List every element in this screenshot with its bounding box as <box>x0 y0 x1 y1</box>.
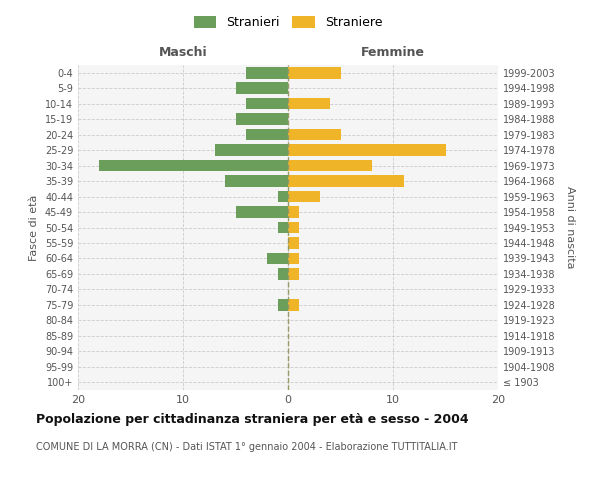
Bar <box>277 268 288 280</box>
Bar <box>235 82 288 94</box>
Bar <box>267 252 288 264</box>
Bar <box>246 67 288 78</box>
Bar <box>288 144 445 156</box>
Bar <box>246 129 288 140</box>
Bar <box>277 190 288 202</box>
Bar <box>225 176 288 187</box>
Bar <box>235 114 288 125</box>
Text: Maschi: Maschi <box>158 46 208 59</box>
Text: Femmine: Femmine <box>361 46 425 59</box>
Bar <box>288 237 299 249</box>
Bar <box>246 98 288 110</box>
Y-axis label: Anni di nascita: Anni di nascita <box>565 186 575 269</box>
Text: Popolazione per cittadinanza straniera per età e sesso - 2004: Popolazione per cittadinanza straniera p… <box>36 412 469 426</box>
Bar <box>288 176 404 187</box>
Bar <box>288 190 320 202</box>
Legend: Stranieri, Straniere: Stranieri, Straniere <box>189 11 387 34</box>
Bar <box>99 160 288 172</box>
Bar <box>288 252 299 264</box>
Bar <box>277 222 288 234</box>
Bar <box>277 299 288 310</box>
Text: COMUNE DI LA MORRA (CN) - Dati ISTAT 1° gennaio 2004 - Elaborazione TUTTITALIA.I: COMUNE DI LA MORRA (CN) - Dati ISTAT 1° … <box>36 442 458 452</box>
Y-axis label: Fasce di età: Fasce di età <box>29 194 39 260</box>
Bar <box>288 268 299 280</box>
Bar <box>288 222 299 234</box>
Bar <box>288 299 299 310</box>
Bar <box>235 206 288 218</box>
Bar <box>215 144 288 156</box>
Bar <box>288 160 372 172</box>
Bar <box>288 129 341 140</box>
Bar <box>288 98 330 110</box>
Bar <box>288 67 341 78</box>
Bar <box>288 206 299 218</box>
